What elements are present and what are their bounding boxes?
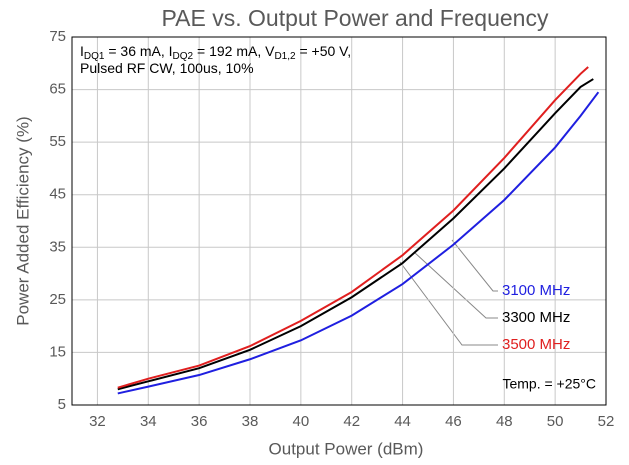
annotation: Pulsed RF CW, 100us, 10% [80, 60, 254, 76]
annotation-subscript: D1,2 [274, 51, 296, 62]
y-tick-label: 55 [49, 133, 66, 150]
x-tick-label: 42 [343, 413, 360, 430]
x-tick-label: 50 [547, 413, 564, 430]
x-tick-label: 48 [496, 413, 513, 430]
plot-frame [71, 36, 607, 406]
x-tick-label: 32 [89, 413, 106, 430]
annotation-subscript: DQ1 [84, 51, 105, 62]
y-tick-label: 75 [49, 28, 66, 45]
y-tick-label: 65 [49, 81, 66, 98]
y-tick-label: 25 [49, 291, 66, 308]
x-tick-label: 40 [293, 413, 310, 430]
annotation-subscript: DQ2 [173, 51, 194, 62]
leader-lines [399, 239, 498, 346]
series-line [117, 91, 600, 395]
series-line [117, 66, 589, 389]
annotation-text: = 36 mA, I [104, 43, 172, 59]
x-tick-label: 44 [394, 413, 411, 430]
y-tick-label: 45 [49, 186, 66, 203]
x-axis-label: Output Power (dBm) [269, 439, 424, 458]
note: Temp. = +25°C [502, 376, 596, 392]
legend-label: 3300 MHz [502, 309, 570, 326]
x-tick-label: 38 [242, 413, 259, 430]
annotation-text: = 192 mA, V [193, 43, 275, 59]
y-tick-label: 15 [49, 343, 66, 360]
y-axis-label: Power Added Efficiency (%) [13, 116, 32, 325]
y-tick-label: 5 [58, 396, 66, 413]
annotation: IDQ1 = 36 mA, IDQ2 = 192 mA, VD1,2 = +50… [80, 43, 351, 62]
y-tick-label: 35 [49, 238, 66, 255]
annotation-text: = +50 V, [296, 43, 352, 59]
x-tick-label: 52 [598, 413, 615, 430]
annotation-text: I [80, 43, 84, 59]
legend-label: 3500 MHz [502, 336, 570, 353]
x-tick-label: 46 [445, 413, 462, 430]
x-tick-label: 36 [191, 413, 208, 430]
legend-label: 3100 MHz [502, 282, 570, 299]
x-tick-label: 34 [140, 413, 157, 430]
series-line [117, 78, 594, 391]
chart-title: PAE vs. Output Power and Frequency [162, 5, 549, 31]
annotation-text: Pulsed RF CW, 100us, 10% [80, 60, 254, 76]
